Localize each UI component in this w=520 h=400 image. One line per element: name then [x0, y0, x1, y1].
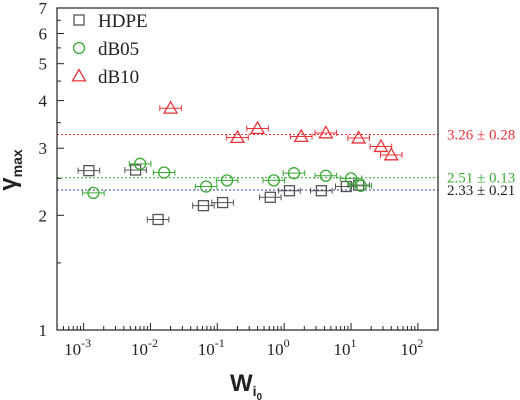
data-point-db10 — [162, 100, 179, 114]
reference-label: 2.51 ± 0.13 — [447, 171, 515, 187]
data-point-hdpe — [197, 200, 210, 212]
legend-label: HDPE — [98, 11, 148, 32]
data-points — [77, 100, 403, 226]
data-point-hdpe — [315, 185, 328, 197]
legend-marker-hdpe — [73, 14, 85, 26]
x-tick-label: 102 — [400, 336, 423, 359]
data-point-hdpe — [264, 191, 276, 203]
data-point-db10 — [229, 129, 246, 144]
legend: HDPE dB05 dB10 — [71, 11, 148, 88]
y-tick-label: 7 — [39, 0, 48, 18]
data-point-db05 — [157, 166, 171, 179]
data-point-db10 — [351, 130, 367, 144]
x-axis-ticks: 10-3 10-2 10-1 100 101 102 — [56, 323, 439, 359]
x-tick-label: 10-2 — [131, 336, 158, 359]
y-axis-title: γmax — [0, 149, 25, 191]
reference-lines — [57, 133, 438, 191]
data-point-hdpe — [83, 164, 95, 177]
data-point-db05 — [87, 186, 100, 200]
y-axis-ticks: 1 2 3 4 5 6 7 — [39, 0, 64, 340]
x-tick-label: 10-3 — [64, 336, 91, 359]
plot-frame — [56, 7, 439, 331]
data-point-hdpe — [216, 196, 229, 209]
legend-marker-db05 — [72, 41, 86, 55]
y-tick-label: 1 — [39, 321, 48, 340]
data-point-db05 — [199, 180, 213, 193]
data-point-db05 — [344, 172, 358, 185]
reference-label: 3.26 ± 0.28 — [447, 127, 515, 143]
x-tick-label: 101 — [334, 336, 357, 359]
data-point-db05 — [220, 174, 234, 187]
data-point-db05 — [287, 167, 301, 180]
legend-label: dB05 — [98, 39, 139, 60]
y-tick-label: 4 — [39, 92, 48, 111]
axis-titles: Wi0 γmax — [0, 149, 262, 400]
data-point-db10 — [383, 147, 399, 161]
y-tick-label: 3 — [39, 139, 48, 158]
data-point-db05 — [267, 174, 280, 187]
reference-label: 2.33 ± 0.21 — [447, 183, 515, 199]
reference-labels: 3.26 ± 0.28 2.51 ± 0.132.33 ± 0.21 — [447, 127, 515, 199]
data-point-db10 — [293, 128, 309, 143]
data-point-db10 — [373, 138, 389, 153]
x-tick-label: 10-1 — [198, 336, 225, 359]
x-axis-title: Wi0 — [230, 370, 263, 400]
data-point-db05 — [354, 179, 367, 192]
legend-label: dB10 — [98, 67, 139, 88]
legend-marker-db10 — [71, 68, 87, 82]
x-tick-label: 100 — [267, 336, 290, 359]
y-tick-label: 2 — [39, 206, 48, 225]
data-point-hdpe — [129, 164, 142, 176]
y-tick-label: 6 — [39, 25, 48, 44]
y-tick-label: 5 — [39, 55, 48, 74]
data-point-db05 — [133, 157, 147, 170]
data-point-db10 — [249, 120, 266, 134]
data-point-db05 — [319, 169, 332, 182]
data-point-hdpe — [283, 185, 296, 197]
data-point-db10 — [318, 125, 334, 139]
data-point-hdpe — [152, 213, 164, 226]
